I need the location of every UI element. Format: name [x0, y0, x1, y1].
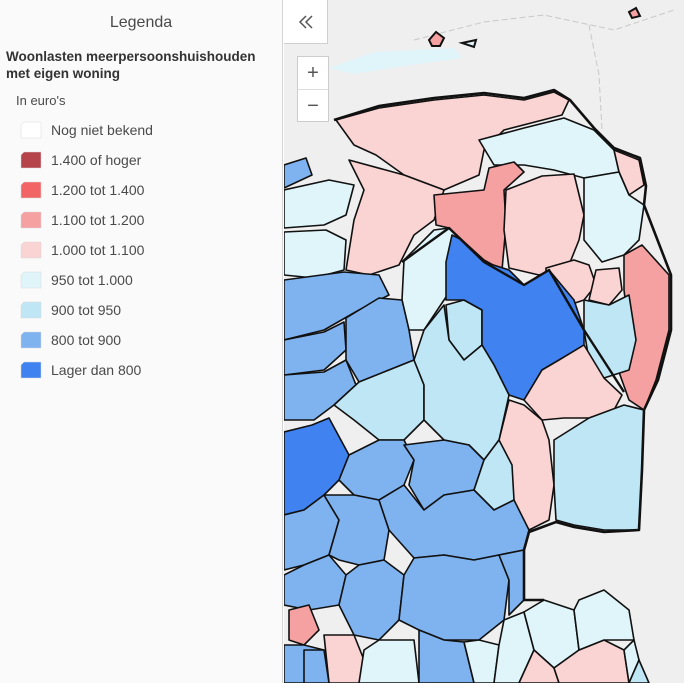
double-chevron-left-icon	[298, 14, 313, 29]
legend-item-nog-niet-bekend: Nog niet bekend	[0, 115, 282, 145]
municipality[interactable]	[335, 91, 570, 191]
island	[427, 30, 446, 47]
legend-swatch	[20, 211, 42, 229]
municipality[interactable]	[284, 157, 313, 189]
legend-label: 900 tot 950	[51, 302, 122, 318]
municipality[interactable]	[583, 294, 637, 379]
legend-swatch	[20, 271, 42, 289]
island	[458, 38, 478, 49]
municipality[interactable]	[303, 649, 330, 683]
zoom-out-button[interactable]: −	[307, 94, 319, 117]
province-border	[401, 226, 626, 393]
legend-label: 1.400 of hoger	[51, 152, 142, 168]
layer-title: Woonlasten meerpersoonshuishouden met ei…	[6, 49, 256, 81]
legend-label: 950 tot 1.000	[51, 272, 133, 288]
municipality[interactable]	[523, 344, 623, 421]
water-area	[329, 48, 462, 74]
legend-item-950-tot-1000: 950 tot 1.000	[0, 265, 282, 295]
legend-item-1000-tot-1100: 1.000 tot 1.100	[0, 235, 282, 265]
municipality[interactable]	[628, 659, 650, 683]
zoom-control: + −	[297, 56, 329, 122]
municipality[interactable]	[284, 229, 347, 279]
map-canvas[interactable]	[284, 0, 684, 683]
legend-label: 1.000 tot 1.100	[51, 242, 145, 258]
choropleth-map[interactable]	[284, 0, 684, 683]
legend-swatch	[20, 241, 42, 259]
municipality[interactable]	[333, 359, 425, 441]
municipality[interactable]	[345, 159, 445, 276]
municipality[interactable]	[613, 149, 645, 196]
municipality[interactable]	[413, 304, 510, 461]
unit-label: In euro's	[16, 93, 66, 108]
legend-item-1200-tot-1400: 1.200 tot 1.400	[0, 175, 282, 205]
province-border	[333, 88, 673, 602]
municipality[interactable]	[588, 267, 623, 306]
municipality[interactable]	[518, 649, 560, 683]
municipality[interactable]	[573, 589, 635, 651]
legend-item-1400-of-hoger: 1.400 of hoger	[0, 145, 282, 175]
legend-swatch	[20, 121, 42, 139]
legend-panel: Legenda Woonlasten meerpersoonshuishoude…	[0, 0, 283, 683]
legend-label: Lager dan 800	[51, 362, 142, 378]
municipality[interactable]	[358, 639, 420, 683]
municipality[interactable]	[288, 604, 320, 646]
legend-item-1100-tot-1200: 1.100 tot 1.200	[0, 205, 282, 235]
legend-swatch	[20, 151, 42, 169]
legend-swatch	[20, 361, 42, 379]
collapse-legend-button[interactable]	[284, 0, 328, 44]
island	[627, 6, 642, 20]
legend-item-900-tot-950: 900 tot 950	[0, 295, 282, 325]
boundary-line	[588, 24, 603, 131]
legend-label: 1.100 tot 1.200	[51, 212, 145, 228]
municipality[interactable]	[503, 173, 585, 276]
legend-list: Nog niet bekend 1.400 of hoger 1.200 tot…	[0, 115, 282, 385]
zoom-in-button[interactable]: +	[298, 57, 328, 90]
legend-item-800-tot-900: 800 tot 900	[0, 325, 282, 355]
municipality[interactable]	[284, 179, 355, 229]
legend-swatch	[20, 301, 42, 319]
legend-item-lager-dan-800: Lager dan 800	[0, 355, 282, 385]
municipality[interactable]	[398, 554, 510, 641]
legend-label: 1.200 tot 1.400	[51, 182, 145, 198]
legend-label: Nog niet bekend	[51, 122, 153, 138]
municipality[interactable]	[583, 171, 645, 263]
legend-swatch	[20, 181, 42, 199]
legend-swatch	[20, 331, 42, 349]
legend-title: Legenda	[109, 14, 173, 31]
municipality-polygons	[284, 91, 670, 683]
legend-label: 800 tot 900	[51, 332, 122, 348]
boundary-line	[413, 9, 675, 41]
